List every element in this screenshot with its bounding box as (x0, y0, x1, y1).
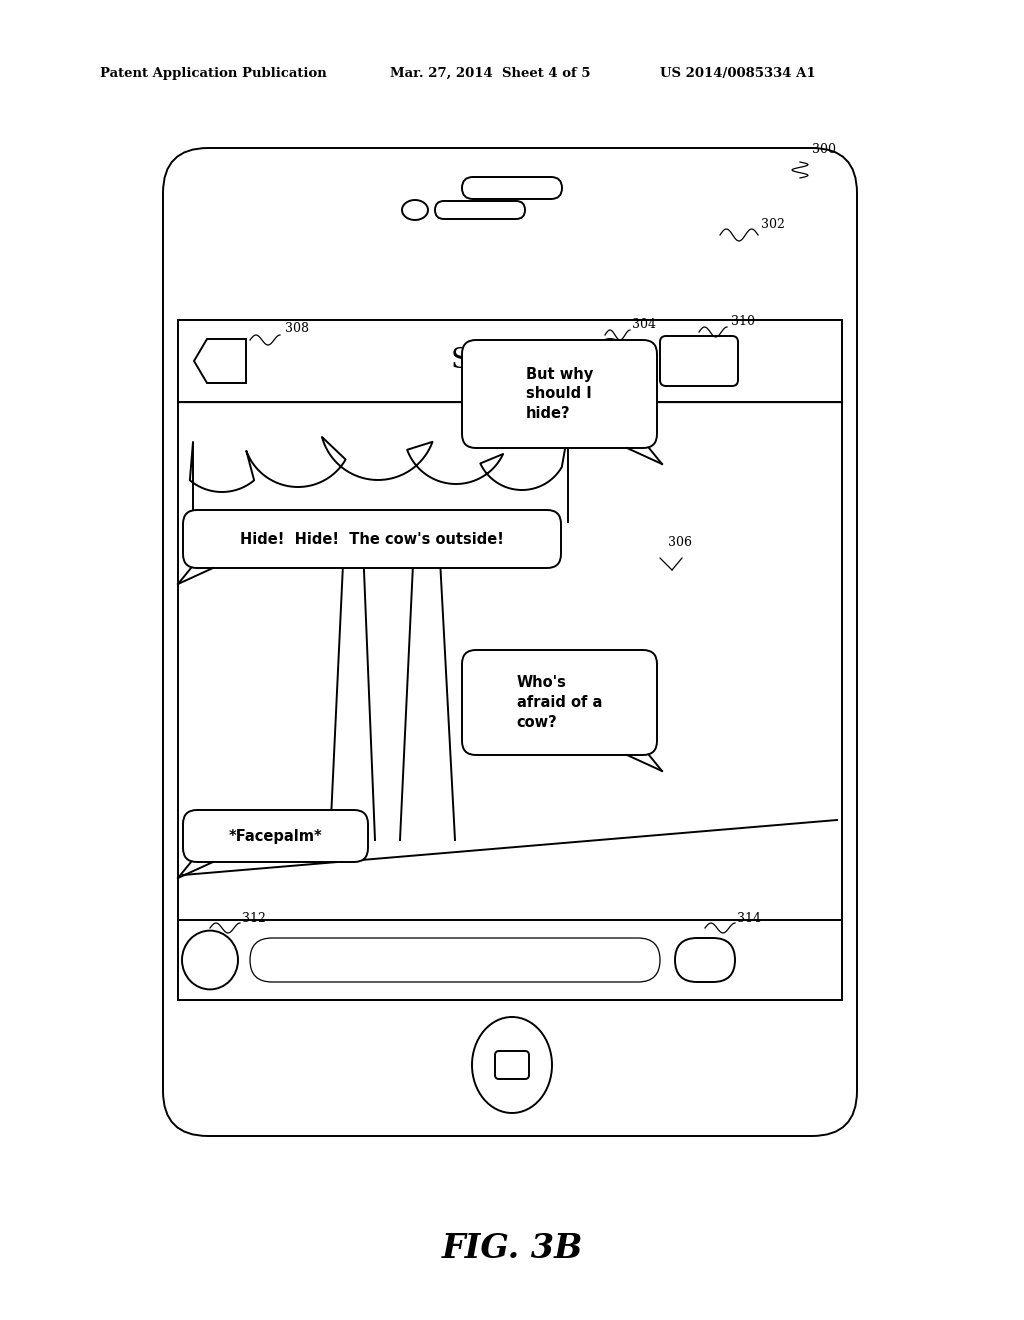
Ellipse shape (182, 931, 238, 990)
FancyBboxPatch shape (675, 939, 735, 982)
Ellipse shape (591, 339, 629, 383)
FancyBboxPatch shape (183, 810, 368, 862)
Text: US 2014/0085334 A1: US 2014/0085334 A1 (660, 66, 816, 79)
FancyBboxPatch shape (435, 201, 525, 219)
Text: But why
should I
hide?: But why should I hide? (526, 367, 593, 421)
Text: Mar. 27, 2014  Sheet 4 of 5: Mar. 27, 2014 Sheet 4 of 5 (390, 66, 591, 79)
Bar (178, 319, 842, 403)
FancyBboxPatch shape (250, 939, 660, 982)
Text: 300: 300 (812, 143, 836, 156)
FancyBboxPatch shape (462, 341, 657, 447)
Text: 306: 306 (668, 536, 692, 549)
Text: 312: 312 (242, 912, 266, 925)
FancyBboxPatch shape (462, 177, 562, 199)
Ellipse shape (402, 201, 428, 220)
Text: *Facepalm*: *Facepalm* (228, 829, 323, 843)
Bar (178, 319, 842, 1001)
Bar (178, 920, 842, 1001)
Text: 314: 314 (737, 912, 761, 925)
FancyBboxPatch shape (462, 649, 657, 755)
Polygon shape (194, 339, 246, 383)
FancyBboxPatch shape (495, 1051, 529, 1078)
Text: 310: 310 (731, 315, 755, 327)
FancyBboxPatch shape (183, 510, 561, 568)
Text: 302: 302 (761, 218, 784, 231)
FancyBboxPatch shape (163, 148, 857, 1137)
Text: FIG. 3B: FIG. 3B (441, 1232, 583, 1265)
Text: Steve: Steve (451, 347, 529, 375)
Text: 304: 304 (632, 318, 656, 331)
Text: Who's
afraid of a
cow?: Who's afraid of a cow? (517, 676, 602, 730)
Text: 308: 308 (285, 322, 309, 335)
Text: Patent Application Publication: Patent Application Publication (100, 66, 327, 79)
FancyBboxPatch shape (660, 337, 738, 385)
Text: Hide!  Hide!  The cow's outside!: Hide! Hide! The cow's outside! (240, 532, 504, 546)
Ellipse shape (472, 1016, 552, 1113)
